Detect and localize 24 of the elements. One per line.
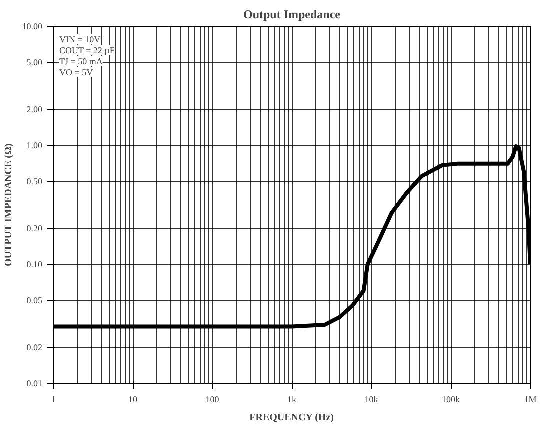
x-tick-label: 10k [364,394,379,404]
y-tick-label: 2.00 [26,104,43,115]
y-axis-title: OUTPUT IMPEDANCE (Ω) [3,144,14,266]
x-tick-label: 1M [524,394,537,404]
y-tick-label: 5.00 [26,57,43,68]
chart-title: Output Impedance [243,8,342,22]
x-axis-title: FREQUENCY (Hz) [250,412,334,424]
y-tick-label: 1.00 [26,140,43,150]
y-tick-label: 0.50 [26,176,43,186]
x-tick-label: 1k [288,394,297,404]
y-tick-label: 0.05 [26,295,43,306]
y-tick-label: 10.00 [22,22,43,32]
annotation: VIN = 10V [60,34,102,44]
x-tick-label: 10 [128,394,138,404]
y-tick-label: 0.10 [26,260,43,270]
x-tick-label: 100k [442,394,460,404]
y-tick-label: 0.01 [26,378,42,388]
annotation: VO = 5V [60,68,94,78]
x-tick-label: 1 [51,394,56,404]
x-tick-label: 100 [206,394,220,404]
y-tick-label: 0.02 [26,342,42,353]
annotation: COUT = 22 µF [60,46,115,56]
y-tick-label: 0.20 [26,224,43,234]
annotation: TJ = 50 mA [60,56,104,66]
